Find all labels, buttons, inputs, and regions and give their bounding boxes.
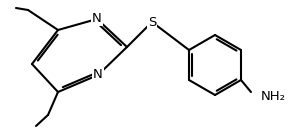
Text: S: S — [148, 15, 156, 29]
Text: NH₂: NH₂ — [261, 91, 286, 103]
Text: N: N — [93, 69, 103, 81]
Text: N: N — [92, 13, 102, 25]
